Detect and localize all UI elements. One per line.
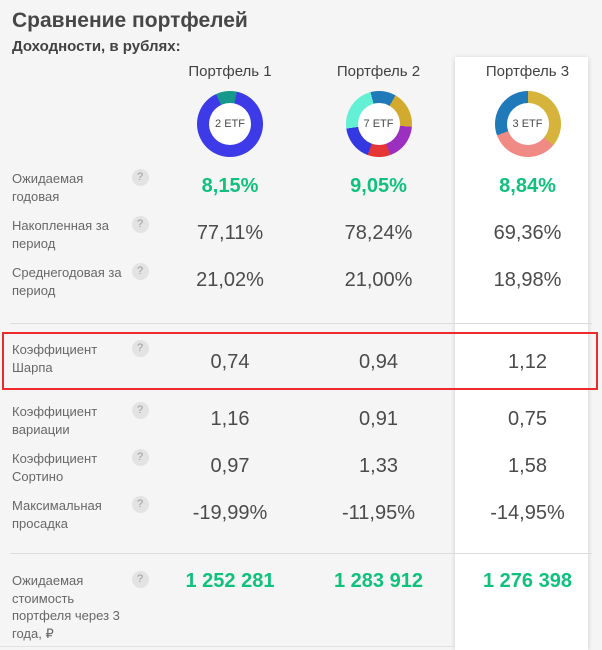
metric-value: 9,05% [350,175,407,198]
metric-value: 0,94 [359,351,398,374]
metric-value: 0,75 [508,408,547,431]
allocation-donuts-row: 2 ETF 7 ETF 3 ETF [0,85,602,163]
metric-value: 1 283 912 [334,570,423,593]
metric-label: Коэффициент Шарпа [12,342,98,375]
column-header-portfolio-2: Портфель 2 [336,63,421,81]
metric-value: 0,97 [210,455,250,478]
metric-label: Накопленная за период [12,218,109,251]
metric-value: 21,00% [344,269,413,292]
metric-value: 18,98% [493,269,562,292]
help-icon[interactable]: ? [131,402,149,420]
metric-value: 8,84% [499,175,556,198]
metric-label: Ожидаемая стоимость портфеля через 3 год… [12,573,120,641]
metric-value: 77,11% [196,222,264,245]
metric-value: 69,36% [493,222,562,245]
help-icon[interactable]: ? [131,496,149,514]
metric-value: 8,15% [201,175,259,198]
metric-value: 21,02% [196,269,264,292]
portfolio-3-etf-count-label: 3 ETF [506,103,549,146]
metric-label: Коэффициент вариации [12,404,98,437]
metric-value: 0,74 [210,351,250,374]
help-icon[interactable]: ? [131,449,149,467]
page-title: Сравнение портфелей [12,9,248,32]
page-subtitle: Доходности, в рублях: [12,38,181,56]
metric-value: 1,12 [508,351,547,374]
metric-value: 1 276 398 [483,570,572,593]
metric-value: -14,95% [490,502,565,525]
metric-label: Коэффициент Сортино [12,451,98,484]
metric-row-annualized: Среднегодовая за период ? 21,02% 21,00% … [0,257,602,304]
help-icon[interactable]: ? [131,340,149,358]
section-divider [10,537,592,555]
section-divider [10,304,592,325]
table-bottom-divider [0,646,455,647]
metric-value: 1,16 [210,408,250,431]
portfolio-2-donut-chart: 7 ETF [345,91,412,158]
portfolio-1-etf-count-label: 2 ETF [209,103,251,146]
help-icon[interactable]: ? [131,169,149,187]
metric-value: -19,99% [192,502,268,525]
metric-row-variation: Коэффициент вариации ? 1,16 0,91 0,75 [0,396,602,443]
metric-row-max-drawdown: Максимальная просадка ? -19,99% -11,95% … [0,490,602,537]
metric-label: Максимальная просадка [12,498,102,531]
portfolio-2-etf-count-label: 7 ETF [357,103,400,146]
column-header-portfolio-3: Портфель 3 [485,63,570,81]
metric-row-accumulated: Накопленная за период ? 77,11% 78,24% 69… [0,210,602,257]
metric-value: 1,58 [508,455,547,478]
column-header-portfolio-1: Портфель 1 [188,63,272,81]
metric-row-expected-value-3y: Ожидаемая стоимость портфеля через 3 год… [0,554,602,650]
metric-value: 0,91 [359,408,398,431]
metric-value: 1,33 [359,455,398,478]
metric-value: 1 252 281 [185,570,275,593]
metric-value: 78,24% [344,222,413,245]
column-headers-row: Портфель 1 Портфель 2 Портфель 3 [0,58,602,85]
metric-row-sharpe-ratio: Коэффициент Шарпа ? 0,74 0,94 1,12 [0,334,602,391]
portfolio-3-donut-chart: 3 ETF [494,91,561,158]
metric-value: -11,95% [341,502,415,525]
help-icon[interactable]: ? [131,571,149,589]
metric-row-expected-annual: Ожидаемая годовая ? 8,15% 9,05% 8,84% [0,163,602,210]
help-icon[interactable]: ? [131,216,149,234]
metric-label: Среднегодовая за период [12,265,122,298]
help-icon[interactable]: ? [131,263,149,281]
metric-label: Ожидаемая годовая [12,171,84,204]
metric-row-sortino: Коэффициент Сортино ? 0,97 1,33 1,58 [0,443,602,490]
portfolio-1-donut-chart: 2 ETF [197,91,263,158]
